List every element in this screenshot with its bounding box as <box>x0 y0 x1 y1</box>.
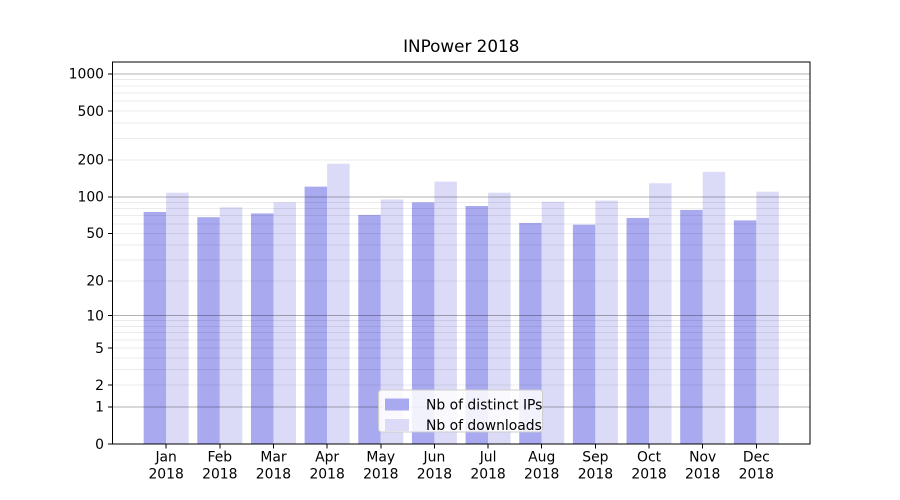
bar-downloads-sep <box>595 200 618 444</box>
x-tick-label-year: 2018 <box>470 467 505 483</box>
bar-downloads-apr <box>327 163 350 444</box>
legend-swatch-downloads <box>385 419 409 431</box>
x-tick-label-year: 2018 <box>685 467 720 483</box>
x-tick-label-year: 2018 <box>256 467 291 483</box>
bar-distinct-ips-aug <box>519 222 542 444</box>
y-tick-label: 10 <box>86 308 104 324</box>
bar-distinct-ips-may <box>358 214 381 444</box>
axes-border <box>112 61 811 445</box>
x-tick-label-month: May <box>366 450 395 466</box>
bar-downloads-jul <box>488 192 511 444</box>
x-tick-label-year: 2018 <box>631 467 666 483</box>
y-tick-label: 2 <box>95 378 104 394</box>
bar-distinct-ips-feb <box>197 217 220 444</box>
grid-group <box>112 73 810 408</box>
y-axis: 0 1 2 5 10 20 50 100 200 500 1000 <box>69 67 113 453</box>
x-tick-label-month: Dec <box>743 450 770 466</box>
bar-distinct-ips-oct <box>626 217 650 444</box>
bar-distinct-ips-jul <box>465 206 489 444</box>
y-tick-label: 20 <box>86 274 104 290</box>
bar-downloads-may <box>380 199 404 444</box>
legend-box <box>378 389 543 433</box>
y-tick-label: 500 <box>77 104 104 120</box>
legend-swatch-distinct-ips <box>385 398 409 411</box>
bar-downloads-dec <box>756 191 779 444</box>
bar-downloads-oct <box>649 183 672 444</box>
chart-title: INPower 2018 <box>403 36 519 56</box>
bar-downloads-mar <box>273 202 296 444</box>
bar-distinct-ips-dec <box>733 220 757 444</box>
x-tick-label-year: 2018 <box>739 467 774 483</box>
y-tick-label: 200 <box>77 153 104 169</box>
x-tick-label-month: Jun <box>423 450 446 466</box>
bar-downloads-jan <box>166 192 189 444</box>
x-tick-label-month: Feb <box>208 450 233 466</box>
y-tick-label: 1000 <box>69 67 104 83</box>
x-tick-label-month: Jan <box>154 450 176 466</box>
legend: Nb of distinct IPs Nb of downloads <box>378 389 543 434</box>
x-tick-label-month: Apr <box>315 450 339 466</box>
x-tick-label-month: Sep <box>582 450 608 466</box>
x-tick-label-month: Mar <box>260 450 286 466</box>
x-tick-label-month: Aug <box>528 450 555 466</box>
x-axis: Jan2018Feb2018Mar2018Apr2018May2018Jun20… <box>148 444 774 483</box>
x-tick-label-month: Oct <box>637 450 662 466</box>
bar-distinct-ips-jan <box>143 212 167 444</box>
bar-downloads-jun <box>434 181 457 444</box>
bar-distinct-ips-apr <box>304 186 328 444</box>
legend-label-distinct-ips: Nb of distinct IPs <box>426 398 542 414</box>
x-tick-label-year: 2018 <box>524 467 559 483</box>
y-tick-label: 50 <box>86 226 104 242</box>
x-tick-label-year: 2018 <box>578 467 613 483</box>
x-tick-label-year: 2018 <box>309 467 344 483</box>
bars-group <box>143 163 779 445</box>
x-tick-label-year: 2018 <box>148 467 183 483</box>
bar-distinct-ips-sep <box>572 224 596 444</box>
bar-distinct-ips-mar <box>250 213 274 444</box>
y-tick-label: 5 <box>95 341 104 357</box>
y-tick-label: 0 <box>95 437 104 453</box>
legend-label-downloads: Nb of downloads <box>426 418 542 434</box>
bar-downloads-feb <box>219 207 243 444</box>
x-tick-label-month: Nov <box>689 450 716 466</box>
x-tick-label-year: 2018 <box>417 467 452 483</box>
bar-distinct-ips-nov <box>680 209 703 444</box>
x-tick-label-month: Jul <box>479 450 497 466</box>
bar-downloads-aug <box>541 201 565 444</box>
bar-distinct-ips-jun <box>411 202 435 444</box>
bar-downloads-nov <box>702 171 726 445</box>
y-tick-label: 1 <box>95 400 104 416</box>
y-tick-label: 100 <box>77 190 104 206</box>
x-tick-label-year: 2018 <box>363 467 398 483</box>
x-tick-label-year: 2018 <box>202 467 237 483</box>
